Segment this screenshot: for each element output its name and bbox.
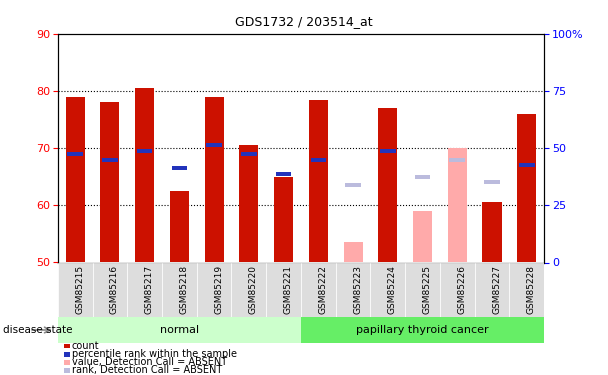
Text: percentile rank within the sample: percentile rank within the sample <box>72 349 237 359</box>
Bar <box>336 262 370 317</box>
Text: GSM85219: GSM85219 <box>214 265 223 314</box>
Bar <box>510 262 544 317</box>
Bar <box>204 97 224 262</box>
Text: GDS1732 / 203514_at: GDS1732 / 203514_at <box>235 15 373 28</box>
Bar <box>197 262 232 317</box>
Bar <box>517 114 536 262</box>
Bar <box>309 99 328 262</box>
Bar <box>405 262 440 317</box>
Bar <box>413 211 432 262</box>
Bar <box>66 97 85 262</box>
Bar <box>274 177 293 262</box>
Text: GSM85215: GSM85215 <box>75 265 84 314</box>
Text: normal: normal <box>160 325 199 335</box>
Bar <box>276 172 291 176</box>
Bar <box>484 180 500 184</box>
Text: GSM85218: GSM85218 <box>179 265 188 314</box>
Bar <box>378 108 398 262</box>
Bar <box>311 158 326 162</box>
Bar <box>440 262 475 317</box>
Text: GSM85220: GSM85220 <box>249 265 258 314</box>
Text: GSM85226: GSM85226 <box>457 265 466 314</box>
Bar <box>475 262 510 317</box>
Bar <box>135 88 154 262</box>
Bar <box>170 191 189 262</box>
Bar <box>483 202 502 262</box>
Text: disease state: disease state <box>3 325 72 335</box>
Bar <box>137 149 153 153</box>
Text: value, Detection Call = ABSENT: value, Detection Call = ABSENT <box>72 357 227 367</box>
Text: GSM85216: GSM85216 <box>110 265 119 314</box>
Bar <box>519 163 534 167</box>
Bar <box>449 158 465 162</box>
Bar <box>301 262 336 317</box>
Bar <box>380 149 396 153</box>
Bar <box>67 152 83 156</box>
Text: GSM85222: GSM85222 <box>319 265 327 314</box>
Bar <box>206 143 222 147</box>
Bar <box>344 243 362 262</box>
Bar <box>171 166 187 170</box>
Bar <box>58 262 92 317</box>
Bar <box>345 183 361 187</box>
Bar <box>301 317 544 343</box>
Bar <box>266 262 301 317</box>
Bar <box>241 152 257 156</box>
Bar <box>370 262 405 317</box>
Bar <box>102 158 118 162</box>
Text: GSM85225: GSM85225 <box>423 265 432 314</box>
Bar <box>92 262 127 317</box>
Text: rank, Detection Call = ABSENT: rank, Detection Call = ABSENT <box>72 366 222 375</box>
Text: GSM85228: GSM85228 <box>527 265 536 314</box>
Text: GSM85223: GSM85223 <box>353 265 362 314</box>
Text: GSM85221: GSM85221 <box>283 265 292 314</box>
Text: GSM85217: GSM85217 <box>145 265 154 314</box>
Bar <box>415 175 430 179</box>
Bar <box>447 148 467 262</box>
Text: GSM85227: GSM85227 <box>492 265 501 314</box>
Text: GSM85224: GSM85224 <box>388 265 397 314</box>
Bar <box>240 145 258 262</box>
Bar <box>127 262 162 317</box>
Text: papillary thyroid cancer: papillary thyroid cancer <box>356 325 489 335</box>
Bar <box>100 102 119 262</box>
Bar <box>58 317 301 343</box>
Text: count: count <box>72 341 99 351</box>
Bar <box>162 262 197 317</box>
Bar <box>232 262 266 317</box>
